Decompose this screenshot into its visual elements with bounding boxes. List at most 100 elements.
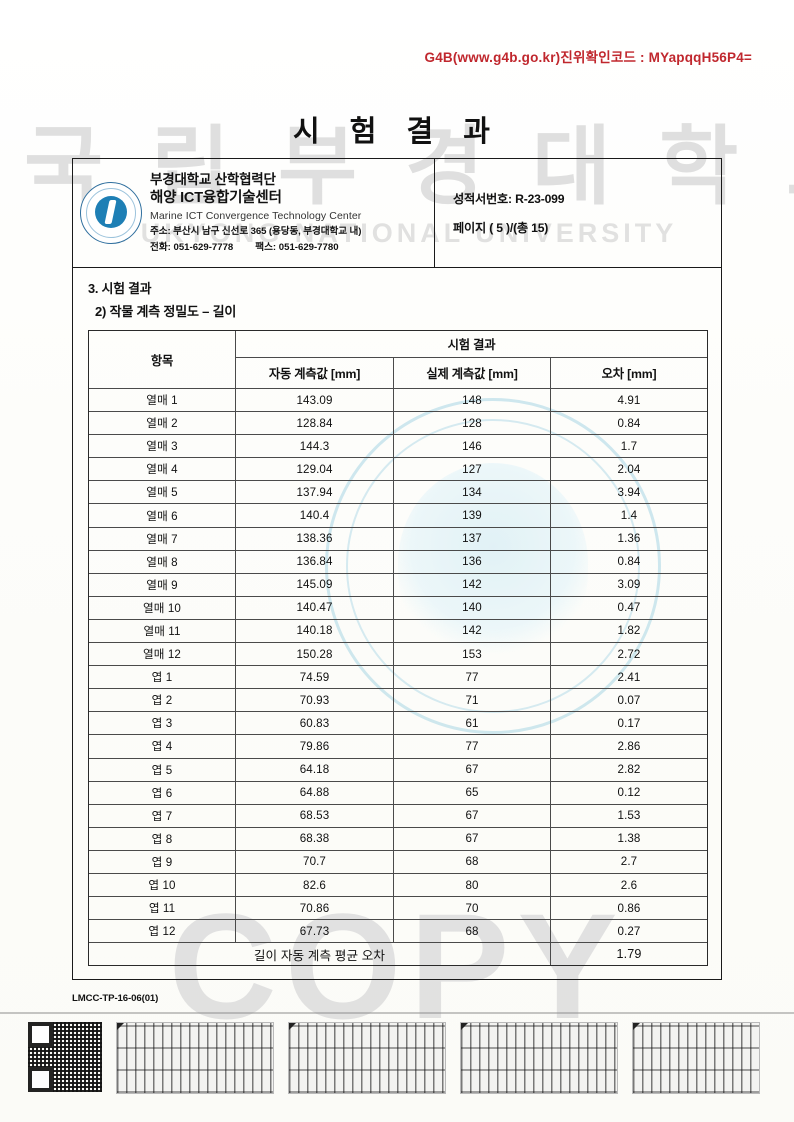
cell-error: 2.41 xyxy=(549,665,709,690)
cell-actual-measure: 68 xyxy=(393,849,551,874)
cell-actual-measure: 77 xyxy=(393,734,551,759)
cell-item: 열매 1 xyxy=(88,387,236,413)
datamatrix-block-4 xyxy=(632,1022,760,1094)
cell-item: 열매 11 xyxy=(88,618,236,644)
letterhead-metadata: 성적서번호: R-23-099 페이지 ( 5 )/(총 15) xyxy=(435,158,722,267)
cell-error: 0.47 xyxy=(549,595,709,620)
cell-auto-measure: 144.3 xyxy=(235,434,394,459)
letterhead: 부경대학교 산학협력단 해양 ICT융합기술센터 Marine ICT Conv… xyxy=(72,158,722,268)
table-row: 열매 3 144.3 146 1.7 xyxy=(88,434,709,459)
cell-item: 엽 10 xyxy=(88,872,236,898)
cell-item: 열매 2 xyxy=(88,411,236,436)
cell-actual-measure: 67 xyxy=(393,826,551,851)
summary-label: 길이 자동 계측 평균 오차 xyxy=(88,942,551,967)
page-title: 시 험 결 과 xyxy=(293,116,501,148)
letterhead-organization: 부경대학교 산학협력단 해양 ICT융합기술센터 Marine ICT Conv… xyxy=(72,158,435,267)
cell-auto-measure: 137.94 xyxy=(235,480,394,505)
footer-divider xyxy=(0,1012,794,1014)
cell-error: 1.53 xyxy=(549,803,709,828)
cell-auto-measure: 140.4 xyxy=(235,503,394,528)
org-address: 주소: 부산시 남구 신선로 365 (용당동, 부경대학교 내) xyxy=(150,226,362,238)
table-row: 열매 1 143.09 148 4.91 xyxy=(88,387,709,413)
cell-auto-measure: 150.28 xyxy=(235,642,394,667)
cell-error: 2.72 xyxy=(549,642,709,667)
cell-actual-measure: 134 xyxy=(393,480,551,505)
cell-auto-measure: 64.18 xyxy=(235,757,394,782)
table-row: 엽 5 64.18 67 2.82 xyxy=(88,757,709,782)
cell-actual-measure: 153 xyxy=(393,642,551,667)
table-row: 열매 6 140.4 139 1.4 xyxy=(88,503,709,528)
table-row: 엽 10 82.6 80 2.6 xyxy=(88,872,709,898)
cell-actual-measure: 146 xyxy=(393,434,551,459)
cell-error: 0.07 xyxy=(549,688,709,713)
cell-error: 2.04 xyxy=(549,457,709,482)
qr-code-icon xyxy=(28,1022,102,1092)
table-row: 열매 9 145.09 142 3.09 xyxy=(88,572,709,597)
cell-actual-measure: 139 xyxy=(393,503,551,528)
cell-item: 열매 3 xyxy=(88,434,236,459)
cell-error: 0.27 xyxy=(549,919,709,944)
table-row: 엽 1 74.59 77 2.41 xyxy=(88,665,709,690)
watermark-university-en: PUKYONG NATIONAL UNIVERSITY xyxy=(118,218,678,248)
table-body: 열매 1 143.09 148 4.91 열매 2 128.84 128 0.84 열매 3 14… xyxy=(88,387,709,967)
results-table-wrapper: 항목 시험 결과 자동 계측값 [mm] 실제 계측값 [mm] 오차 [mm]… xyxy=(88,330,709,967)
cell-item: 열매 12 xyxy=(88,642,236,667)
cell-error: 0.12 xyxy=(549,780,709,805)
table-row: 엽 6 64.88 65 0.12 xyxy=(88,780,709,805)
cell-auto-measure: 70.7 xyxy=(235,849,394,874)
cell-auto-measure: 67.73 xyxy=(235,919,394,944)
verification-code: G4B(www.g4b.go.kr)진위확인코드 : MYapqqH56P4= xyxy=(424,50,752,65)
cell-actual-measure: 61 xyxy=(393,711,551,736)
col-header-item: 항목 xyxy=(88,330,236,389)
cell-auto-measure: 82.6 xyxy=(235,872,394,898)
cell-actual-measure: 80 xyxy=(393,872,551,898)
cell-actual-measure: 71 xyxy=(393,688,551,713)
cell-error: 2.6 xyxy=(549,872,709,898)
section-heading-2: 2) 작물 계측 정밀도 – 길이 xyxy=(95,304,237,319)
org-phone: 전화: 051-629-7778 xyxy=(150,241,234,253)
cell-actual-measure: 140 xyxy=(393,595,551,620)
cell-item: 엽 9 xyxy=(88,849,236,874)
cell-item: 열매 10 xyxy=(88,595,236,620)
table-row: 열매 7 138.36 137 1.36 xyxy=(88,526,709,551)
table-row: 엽 4 79.86 77 2.86 xyxy=(88,734,709,759)
cell-error: 0.84 xyxy=(549,549,709,574)
cell-auto-measure: 143.09 xyxy=(235,387,394,413)
cell-error: 1.7 xyxy=(549,434,709,459)
cell-actual-measure: 142 xyxy=(393,618,551,644)
cell-auto-measure: 145.09 xyxy=(235,572,394,597)
form-code: LMCC-TP-16-06(01) xyxy=(72,993,159,1004)
table-row: 열매 11 140.18 142 1.82 xyxy=(88,618,709,644)
cell-actual-measure: 68 xyxy=(393,919,551,944)
cell-item: 열매 6 xyxy=(88,503,236,528)
cell-error: 3.94 xyxy=(549,480,709,505)
table-row: 엽 11 70.86 70 0.86 xyxy=(88,896,709,921)
cell-item: 엽 6 xyxy=(88,780,236,805)
cell-error: 0.86 xyxy=(549,896,709,921)
cell-item: 엽 5 xyxy=(88,757,236,782)
table-row: 열매 5 137.94 134 3.94 xyxy=(88,480,709,505)
cell-actual-measure: 128 xyxy=(393,411,551,436)
cell-actual-measure: 137 xyxy=(393,526,551,551)
col-header-error: 오차 [mm] xyxy=(549,357,709,389)
table-row: 열매 2 128.84 128 0.84 xyxy=(88,411,709,436)
certificate-number: 성적서번호: R-23-099 xyxy=(453,192,565,206)
cell-auto-measure: 68.53 xyxy=(235,803,394,828)
table-row: 열매 10 140.47 140 0.47 xyxy=(88,595,709,620)
col-header-auto: 자동 계측값 [mm] xyxy=(235,357,394,389)
cell-error: 2.82 xyxy=(549,757,709,782)
table-row: 엽 8 68.38 67 1.38 xyxy=(88,826,709,851)
section-heading-3: 3. 시험 결과 xyxy=(88,281,152,296)
cell-item: 엽 2 xyxy=(88,688,236,713)
cell-auto-measure: 70.86 xyxy=(235,896,394,921)
table-header: 항목 시험 결과 자동 계측값 [mm] 실제 계측값 [mm] 오차 [mm] xyxy=(88,330,709,389)
org-name: 부경대학교 산학협력단 xyxy=(150,172,276,188)
cell-item: 열매 4 xyxy=(88,457,236,482)
col-header-group: 시험 결과 xyxy=(234,330,709,358)
cell-auto-measure: 74.59 xyxy=(235,665,394,690)
cell-auto-measure: 136.84 xyxy=(235,549,394,574)
cell-actual-measure: 70 xyxy=(393,896,551,921)
cell-item: 열매 8 xyxy=(88,549,236,574)
cell-auto-measure: 140.18 xyxy=(235,618,394,644)
org-fax: 팩스: 051-629-7780 xyxy=(255,241,339,253)
